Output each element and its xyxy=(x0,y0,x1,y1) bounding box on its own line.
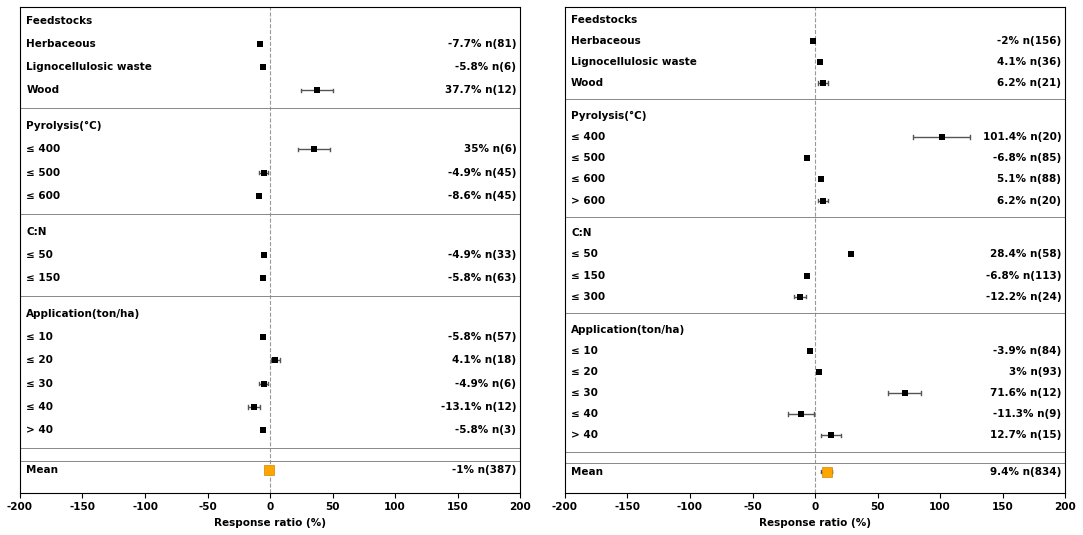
Text: -13.1% n(12): -13.1% n(12) xyxy=(441,402,517,412)
Text: ≤ 150: ≤ 150 xyxy=(26,273,61,283)
Text: 71.6% n(12): 71.6% n(12) xyxy=(990,388,1061,398)
Text: 37.7% n(12): 37.7% n(12) xyxy=(445,86,517,95)
Text: Application(ton/ha): Application(ton/ha) xyxy=(571,325,686,334)
Text: -5.8% n(57): -5.8% n(57) xyxy=(448,332,517,342)
Text: -4.9% n(45): -4.9% n(45) xyxy=(448,167,517,178)
Text: Pyrolysis(°C): Pyrolysis(°C) xyxy=(571,111,647,121)
Text: -5.8% n(6): -5.8% n(6) xyxy=(456,62,517,72)
Text: -3.9% n(84): -3.9% n(84) xyxy=(993,346,1061,356)
Text: ≤ 10: ≤ 10 xyxy=(26,332,53,342)
Text: ≤ 600: ≤ 600 xyxy=(571,174,605,185)
Text: Mean: Mean xyxy=(571,467,603,477)
Text: -6.8% n(85): -6.8% n(85) xyxy=(993,153,1061,163)
Text: -12.2% n(24): -12.2% n(24) xyxy=(986,292,1061,302)
Text: 35% n(6): 35% n(6) xyxy=(464,144,517,155)
Text: -7.7% n(81): -7.7% n(81) xyxy=(448,39,517,49)
Text: -6.8% n(113): -6.8% n(113) xyxy=(986,271,1061,281)
Text: 6.2% n(21): 6.2% n(21) xyxy=(997,78,1061,88)
Text: 101.4% n(20): 101.4% n(20) xyxy=(982,132,1061,142)
Text: ≤ 50: ≤ 50 xyxy=(26,250,53,260)
Text: Pyrolysis(°C): Pyrolysis(°C) xyxy=(26,121,102,131)
Text: > 40: > 40 xyxy=(26,425,53,435)
Text: -5.8% n(63): -5.8% n(63) xyxy=(448,273,517,283)
Text: Feedstocks: Feedstocks xyxy=(26,16,92,26)
Text: ≤ 500: ≤ 500 xyxy=(26,167,61,178)
Text: -2% n(156): -2% n(156) xyxy=(997,36,1061,46)
Text: ≤ 150: ≤ 150 xyxy=(571,271,605,281)
Text: 9.4% n(834): 9.4% n(834) xyxy=(990,467,1061,477)
Text: 28.4% n(58): 28.4% n(58) xyxy=(990,249,1061,259)
Text: Lignocellulosic waste: Lignocellulosic waste xyxy=(26,62,152,72)
Text: C:N: C:N xyxy=(26,227,47,236)
Text: ≤ 600: ≤ 600 xyxy=(26,191,61,201)
Text: > 40: > 40 xyxy=(571,430,598,440)
Text: Feedstocks: Feedstocks xyxy=(571,14,638,25)
Text: 4.1% n(36): 4.1% n(36) xyxy=(997,57,1061,67)
Text: 3% n(93): 3% n(93) xyxy=(1008,367,1061,377)
X-axis label: Response ratio (%): Response ratio (%) xyxy=(214,518,326,528)
Text: Lignocellulosic waste: Lignocellulosic waste xyxy=(571,57,697,67)
Text: ≤ 500: ≤ 500 xyxy=(571,153,605,163)
Text: Wood: Wood xyxy=(571,78,604,88)
Text: Herbaceous: Herbaceous xyxy=(571,36,641,46)
Text: ≤ 30: ≤ 30 xyxy=(26,379,53,388)
Text: -8.6% n(45): -8.6% n(45) xyxy=(448,191,517,201)
Text: Mean: Mean xyxy=(26,464,58,475)
Text: ≤ 20: ≤ 20 xyxy=(26,355,53,365)
Text: -4.9% n(33): -4.9% n(33) xyxy=(448,250,517,260)
Text: ≤ 20: ≤ 20 xyxy=(571,367,598,377)
Text: > 600: > 600 xyxy=(571,195,605,205)
Text: ≤ 40: ≤ 40 xyxy=(26,402,53,412)
Text: -11.3% n(9): -11.3% n(9) xyxy=(993,409,1061,419)
Text: 5.1% n(88): 5.1% n(88) xyxy=(997,174,1061,185)
Text: -5.8% n(3): -5.8% n(3) xyxy=(456,425,517,435)
Text: ≤ 300: ≤ 300 xyxy=(571,292,605,302)
Text: 12.7% n(15): 12.7% n(15) xyxy=(990,430,1061,440)
Text: 4.1% n(18): 4.1% n(18) xyxy=(453,355,517,365)
Text: C:N: C:N xyxy=(571,228,591,238)
Text: Application(ton/ha): Application(ton/ha) xyxy=(26,309,141,319)
Text: ≤ 400: ≤ 400 xyxy=(26,144,61,155)
X-axis label: Response ratio (%): Response ratio (%) xyxy=(759,518,871,528)
Text: -1% n(387): -1% n(387) xyxy=(452,464,517,475)
Text: ≤ 50: ≤ 50 xyxy=(571,249,598,259)
Text: ≤ 10: ≤ 10 xyxy=(571,346,598,356)
Text: ≤ 400: ≤ 400 xyxy=(571,132,605,142)
Text: ≤ 30: ≤ 30 xyxy=(571,388,598,398)
Text: Wood: Wood xyxy=(26,86,60,95)
Text: ≤ 40: ≤ 40 xyxy=(571,409,598,419)
Text: 6.2% n(20): 6.2% n(20) xyxy=(997,195,1061,205)
Text: Herbaceous: Herbaceous xyxy=(26,39,96,49)
Text: -4.9% n(6): -4.9% n(6) xyxy=(456,379,517,388)
